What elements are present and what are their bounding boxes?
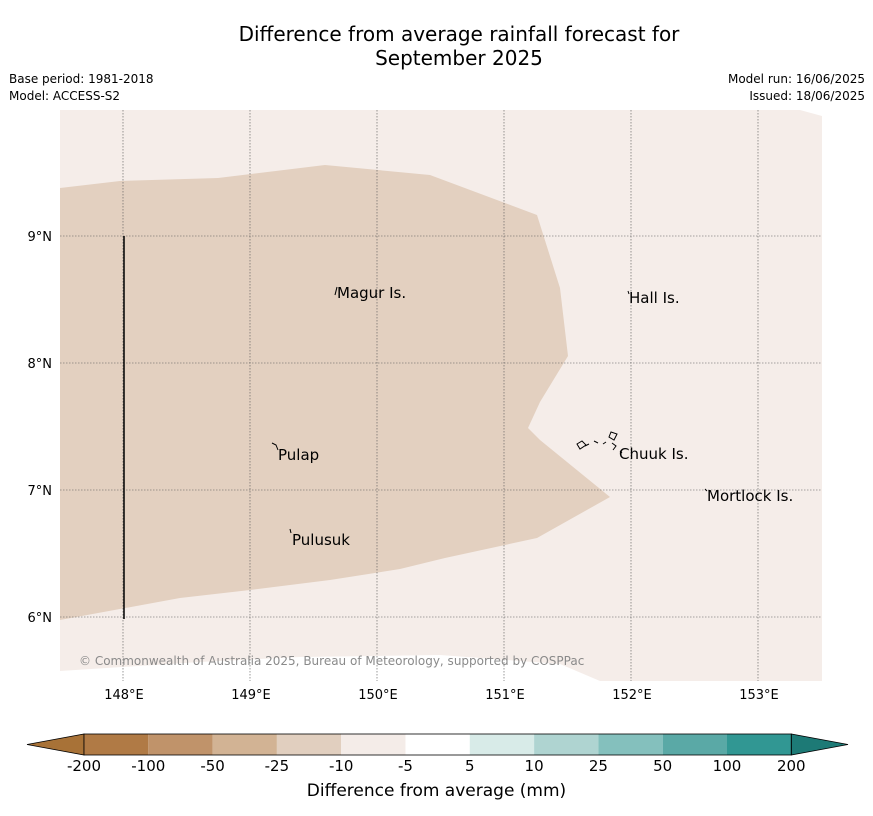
colorbar-segment <box>84 734 149 755</box>
colorbar-tick-label: -25 <box>265 757 290 775</box>
island-hall <box>627 290 630 295</box>
colorbar-extend-low <box>26 733 85 756</box>
title-line-2: September 2025 <box>375 46 543 70</box>
lon-tick-149e: 149°E <box>231 688 271 703</box>
meta-left: Base period: 1981-2018 Model: ACCESS-S2 <box>9 71 154 105</box>
base-period-text: Base period: 1981-2018 <box>9 72 154 86</box>
colorbar-segment <box>598 734 663 755</box>
colorbar-tick-label: 50 <box>653 757 672 775</box>
place-label-pulusuk: Pulusuk <box>292 531 350 549</box>
colorbar-tick-label: 200 <box>777 757 806 775</box>
island-pulap <box>271 442 279 451</box>
map-title: Difference from average rainfall forecas… <box>0 22 873 70</box>
colorbar-tick-label: -200 <box>67 757 101 775</box>
colorbar-tick-label: 100 <box>713 757 742 775</box>
place-label-pulap: Pulap <box>278 446 319 464</box>
colorbar-tick-label: 5 <box>465 757 475 775</box>
colorbar <box>26 733 849 756</box>
island-pulusuk <box>289 528 292 534</box>
model-run-text: Model run: 16/06/2025 <box>727 72 865 86</box>
colorbar-tick-label: 10 <box>525 757 544 775</box>
lat-tick-8n: 8°N <box>28 357 53 372</box>
island-mortlock <box>704 488 708 492</box>
place-label-hall: Hall Is. <box>629 289 680 307</box>
island-magur <box>334 286 338 296</box>
issued-text: Issued: 18/06/2025 <box>749 89 865 103</box>
lon-tick-labels: 148°E 149°E 150°E 151°E 152°E 153°E <box>104 688 779 703</box>
colorbar-tick-label: -100 <box>131 757 165 775</box>
meta-right: Model run: 16/06/2025 Issued: 18/06/2025 <box>728 71 865 105</box>
colorbar-segment <box>727 734 792 755</box>
colorbar-tick-label: -50 <box>200 757 225 775</box>
place-label-mortlock: Mortlock Is. <box>707 487 793 505</box>
lat-tick-7n: 7°N <box>28 484 53 499</box>
colorbar-title: Difference from average (mm) <box>306 781 567 801</box>
place-labels: Magur Is. Hall Is. Pulap Chuuk Is. Mortl… <box>278 284 793 549</box>
colorbar-segment <box>148 734 213 755</box>
copyright-text: © Commonwealth of Australia 2025, Bureau… <box>79 654 584 668</box>
place-label-chuuk: Chuuk Is. <box>619 445 688 463</box>
title-line-1: Difference from average rainfall forecas… <box>238 22 680 46</box>
gridlines <box>60 110 822 681</box>
colorbar-tick-label: -10 <box>329 757 354 775</box>
chuuk-lagoon-islands <box>576 431 623 454</box>
lon-tick-152e: 152°E <box>612 688 652 703</box>
forecast-field <box>60 110 822 681</box>
colorbar-tick-label: 25 <box>589 757 608 775</box>
colorbar-segment <box>405 734 470 755</box>
colorbar-segment <box>276 734 342 755</box>
colorbar-segment <box>662 734 727 755</box>
colorbar-extend-high <box>790 733 849 756</box>
colorbar-tick-label: -5 <box>398 757 413 775</box>
islands <box>271 286 708 534</box>
lon-tick-153e: 153°E <box>739 688 779 703</box>
place-label-magur: Magur Is. <box>337 284 406 302</box>
lat-tick-labels: 9°N 8°N 7°N 6°N <box>28 230 53 626</box>
lat-tick-6n: 6°N <box>28 611 53 626</box>
colorbar-segment <box>534 734 599 755</box>
lon-tick-151e: 151°E <box>485 688 525 703</box>
colorbar-segment <box>469 734 535 755</box>
colorbar-outline <box>83 733 792 756</box>
colorbar-segment <box>212 734 277 755</box>
model-text: Model: ACCESS-S2 <box>9 89 121 103</box>
colorbar-segment <box>341 734 406 755</box>
lon-tick-150e: 150°E <box>358 688 398 703</box>
region-moderate-dry <box>60 165 610 620</box>
lon-tick-148e: 148°E <box>104 688 144 703</box>
lat-tick-9n: 9°N <box>28 230 53 245</box>
colorbar-ticks: -200 -100 -50 -25 -10 -5 5 10 25 50 100 200 <box>67 757 806 775</box>
